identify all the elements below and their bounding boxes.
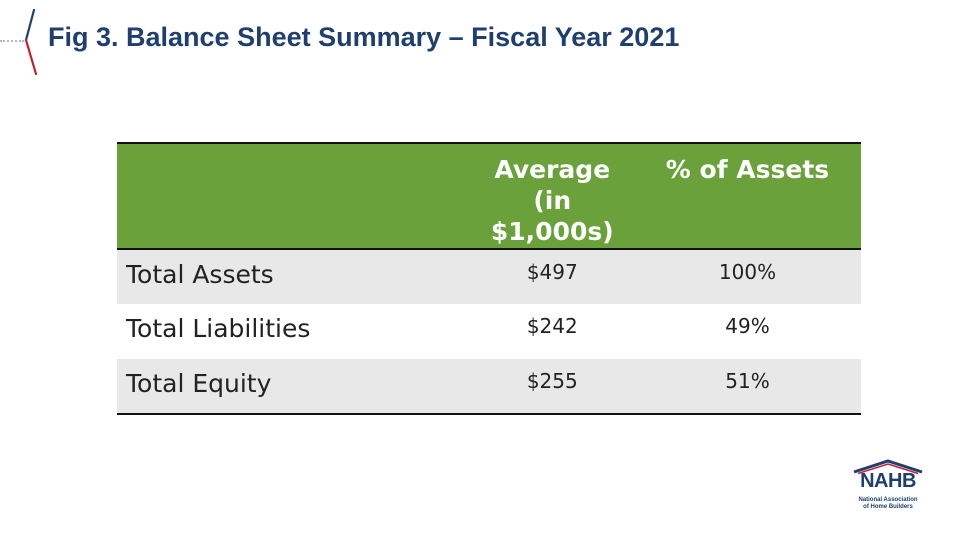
row-average: $242: [526, 314, 578, 338]
header-average-line2: (in $1,000s): [490, 186, 614, 246]
logo-subtitle-line2: of Home Builders: [863, 504, 913, 510]
header-cell-percent: % of Assets: [665, 155, 830, 184]
header-average-line1: Average: [494, 155, 611, 184]
row-average: $497: [470, 248, 634, 304]
header-cell-average: Average (in $1,000s): [471, 143, 634, 249]
table-row: Total Equity $255 51%: [117, 359, 861, 414]
dotted-line-decoration: [0, 40, 24, 42]
logo-subtitle-line1: National Association: [858, 497, 918, 503]
row-label: Total Liabilities: [126, 314, 311, 343]
row-label: Total Assets: [117, 248, 471, 304]
row-percent: 51%: [725, 369, 770, 393]
row-average: $255: [526, 369, 578, 393]
row-percent: 100%: [633, 248, 861, 304]
logo-wordmark: NAHB: [860, 470, 916, 492]
row-label: Total Equity: [126, 369, 272, 398]
header-cell-label: [117, 143, 471, 249]
balance-sheet-table: Average (in $1,000s) % of Assets Total A…: [117, 142, 861, 415]
table-row: Total Assets $497 100%: [117, 248, 861, 304]
slide-title: Fig 3. Balance Sheet Summary – Fiscal Ye…: [48, 22, 680, 52]
table-header-row: Average (in $1,000s) % of Assets: [117, 143, 861, 249]
table-row: Total Liabilities $242 49%: [117, 304, 861, 359]
house-roof-icon: [853, 459, 923, 474]
row-percent: 49%: [725, 314, 770, 338]
nahb-logo: NAHB National Association of Home Builde…: [848, 458, 928, 518]
slash-accent-icon: [24, 8, 38, 76]
